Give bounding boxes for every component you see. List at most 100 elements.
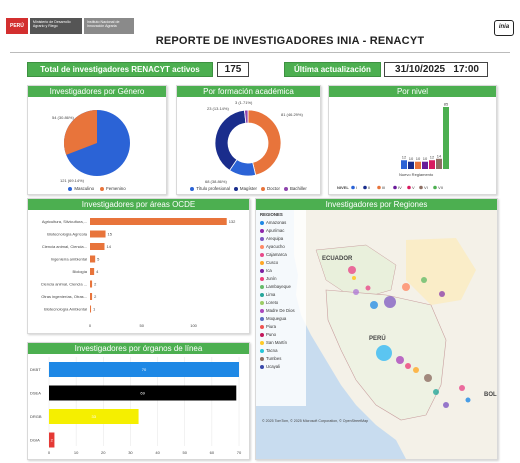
organs-bar-chart: 0 10 20 30 40 50 60 70 DKBT 70 DSEA 69 DRGB 33 DGIA 2	[30, 357, 242, 455]
ocde-bar[interactable]	[90, 230, 106, 238]
map-bubble[interactable]	[424, 374, 432, 382]
regions-map[interactable]: ECUADOR PERÚ BOL © 2025 TomTom, © 2025 M…	[256, 210, 497, 459]
ocde-bar[interactable]	[90, 268, 95, 275]
region-legend-item[interactable]: Ayacucho	[260, 243, 308, 251]
level-legend-dot-VI	[419, 185, 423, 190]
organs-bar[interactable]	[49, 409, 139, 424]
level-legend-dot-IV	[393, 185, 397, 190]
map-bubble[interactable]	[376, 345, 392, 361]
gender-pie-chart: 54 (30.86%) 121 (69.14%)	[52, 110, 130, 183]
legend-dot-femenino	[100, 186, 105, 191]
map-bubble[interactable]	[413, 367, 419, 373]
organs-bar[interactable]	[49, 432, 55, 448]
map-bubble[interactable]	[348, 266, 356, 274]
organs-category-label: DGIA	[30, 438, 40, 443]
region-legend-label: Piura	[266, 324, 277, 329]
level-legend-label-III: III	[382, 185, 385, 190]
map-bubble[interactable]	[459, 385, 465, 391]
region-legend-dot	[260, 300, 264, 305]
map-bubble[interactable]	[421, 277, 427, 283]
level-bar-III[interactable]	[415, 161, 421, 169]
donut-slice-doctor[interactable]	[247, 109, 282, 176]
region-legend-item[interactable]: Moquegua	[260, 315, 308, 323]
map-bubble[interactable]	[353, 289, 359, 295]
region-legend-item[interactable]: Amazonas	[260, 219, 308, 227]
level-legend-label-VI: VI	[424, 185, 428, 190]
level-legend-dot-III	[377, 185, 381, 190]
level-bar-label-VII: 85	[444, 102, 449, 107]
region-legend-item[interactable]: Lima	[260, 291, 308, 299]
map-label-bolivia: BOL	[484, 392, 497, 398]
region-legend-item[interactable]: San Martín	[260, 339, 308, 347]
region-legend-label: Junín	[266, 276, 277, 281]
level-bar-VII[interactable]	[443, 107, 449, 169]
region-legend-item[interactable]: Tumbes	[260, 355, 308, 363]
ocde-bar[interactable]	[90, 243, 105, 250]
region-legend-dot	[260, 228, 264, 233]
ocde-category-label: Biología	[73, 269, 88, 274]
level-bar-label-I: 12	[402, 155, 407, 160]
region-legend-label: Lambayeque	[266, 284, 291, 289]
ocde-bar[interactable]	[90, 280, 93, 288]
ocde-bar-value: 5	[97, 257, 100, 262]
organs-axis-tick: 0	[48, 450, 51, 455]
ocde-bar-value: 132	[229, 219, 236, 224]
region-legend-label: Ica	[266, 268, 272, 273]
map-bubble[interactable]	[365, 285, 371, 291]
level-bar-II[interactable]	[408, 161, 414, 169]
map-bubble[interactable]	[352, 276, 356, 280]
level-bar-V[interactable]	[429, 160, 435, 169]
ocde-category-label: Otras ingenierías, Otras...	[41, 294, 87, 299]
level-legend-dot-VII	[433, 185, 437, 190]
level-bar-label-V: 12	[430, 155, 435, 160]
last-update-value: 31/10/2025 17:00	[384, 62, 488, 77]
region-legend-item[interactable]: Apurímac	[260, 227, 308, 235]
map-bubble[interactable]	[396, 356, 404, 364]
region-legend-label: Madre De Dios	[266, 308, 295, 313]
region-legend-item[interactable]: Arequipa	[260, 235, 308, 243]
region-legend-item[interactable]: Madre De Dios	[260, 307, 308, 315]
organs-bar[interactable]	[49, 362, 239, 377]
region-legend-label: Tacna	[266, 348, 278, 353]
region-legend-item[interactable]: Ucayali	[260, 363, 308, 371]
map-bubble[interactable]	[405, 363, 411, 369]
map-bubble[interactable]	[443, 402, 449, 408]
organs-bar[interactable]	[49, 385, 237, 401]
ocde-axis-tick: 50	[140, 323, 145, 328]
region-legend-item[interactable]: Cusco	[260, 259, 308, 267]
region-legend-item[interactable]: Piura	[260, 323, 308, 331]
legend-label-magister: Magíster	[239, 186, 257, 191]
region-legend-item[interactable]: Cajamarca	[260, 251, 308, 259]
region-legend-label: Cusco	[266, 260, 279, 265]
region-legend-dot	[260, 356, 264, 361]
ocde-bar[interactable]	[90, 255, 96, 263]
map-bubble[interactable]	[433, 389, 439, 395]
level-bar-I[interactable]	[401, 160, 407, 169]
map-bubble[interactable]	[465, 397, 471, 403]
region-legend-item[interactable]: Lambayeque	[260, 283, 308, 291]
region-legend-item[interactable]: Puno	[260, 331, 308, 339]
map-bubble[interactable]	[384, 296, 396, 308]
map-bubble[interactable]	[439, 291, 445, 297]
ocde-bar-value: 4	[96, 269, 99, 274]
region-legend-item[interactable]: Loreto	[260, 299, 308, 307]
region-legend-item[interactable]: Ica	[260, 267, 308, 275]
donut-slice-bachiller[interactable]	[244, 109, 249, 124]
donut-slice-mag-ster[interactable]	[214, 109, 247, 171]
gender-chart-title: Investigadores por Género	[28, 86, 166, 97]
level-legend-dot-V	[407, 185, 411, 190]
level-bar-VI[interactable]	[436, 158, 442, 169]
region-legend-item[interactable]: Junín	[260, 275, 308, 283]
level-bar-IV[interactable]	[422, 161, 428, 169]
map-bubble[interactable]	[370, 301, 378, 309]
level-legend-dot-II	[363, 185, 367, 190]
region-legend-label: San Martín	[266, 340, 288, 345]
region-legend-item[interactable]: Tacna	[260, 347, 308, 355]
map-bubble[interactable]	[402, 283, 410, 291]
pie-slice-femenino[interactable]	[63, 110, 97, 155]
donut-label-titulo: 23 (13.14%)	[207, 106, 229, 111]
ocde-bar[interactable]	[90, 218, 227, 225]
ocde-bar[interactable]	[90, 293, 93, 300]
ocde-bar[interactable]	[90, 305, 92, 313]
map-credit: © 2025 TomTom, © 2025 Microsoft Corporat…	[262, 419, 368, 423]
